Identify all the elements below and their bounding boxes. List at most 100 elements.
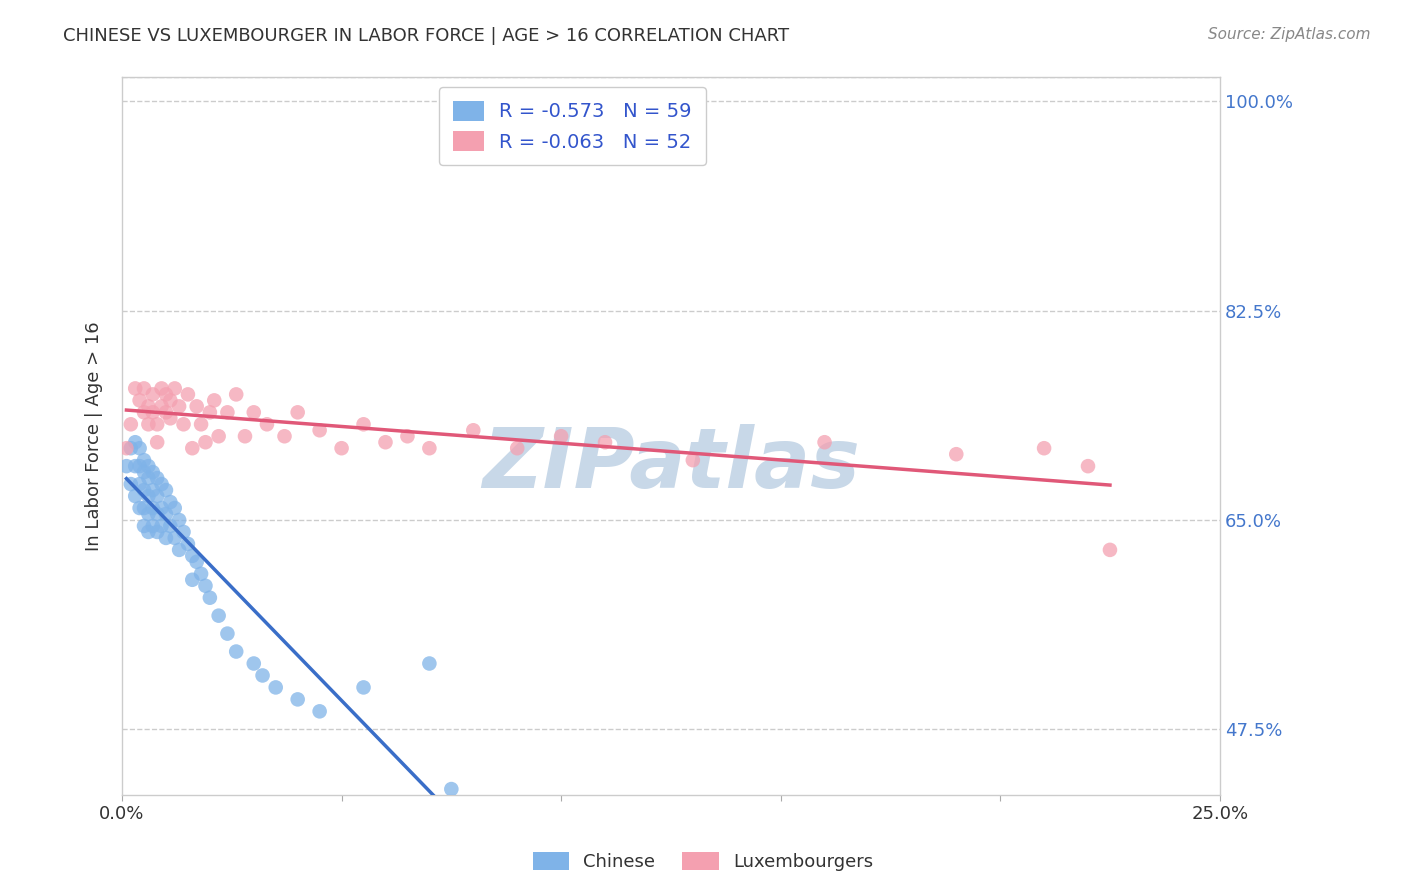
Point	[308, 704, 330, 718]
Point	[264, 681, 287, 695]
Point	[194, 579, 217, 593]
Point	[682, 453, 704, 467]
Point	[198, 405, 221, 419]
Point	[120, 477, 142, 491]
Point	[124, 489, 146, 503]
Point	[217, 626, 239, 640]
Point	[150, 400, 173, 414]
Point	[190, 566, 212, 581]
Point	[150, 519, 173, 533]
Point	[242, 657, 264, 671]
Point	[138, 471, 160, 485]
Legend: R = -0.573   N = 59, R = -0.063   N = 52: R = -0.573 N = 59, R = -0.063 N = 52	[439, 87, 706, 165]
Point	[120, 441, 142, 455]
Point	[173, 417, 195, 432]
Point	[506, 441, 529, 455]
Point	[138, 507, 160, 521]
Point	[186, 555, 208, 569]
Point	[190, 417, 212, 432]
Point	[155, 387, 177, 401]
Point	[142, 405, 165, 419]
Point	[181, 441, 204, 455]
Point	[440, 782, 463, 797]
Point	[1098, 542, 1121, 557]
Point	[418, 657, 440, 671]
Point	[353, 417, 375, 432]
Point	[177, 387, 200, 401]
Point	[142, 501, 165, 516]
Point	[128, 477, 150, 491]
Point	[242, 405, 264, 419]
Point	[167, 542, 190, 557]
Point	[142, 483, 165, 497]
Point	[550, 429, 572, 443]
Point	[593, 435, 616, 450]
Point	[128, 501, 150, 516]
Point	[146, 471, 169, 485]
Point	[146, 524, 169, 539]
Point	[132, 381, 155, 395]
Point	[146, 489, 169, 503]
Point	[142, 519, 165, 533]
Point	[150, 381, 173, 395]
Point	[233, 429, 256, 443]
Point	[225, 387, 247, 401]
Point	[128, 459, 150, 474]
Point	[813, 435, 835, 450]
Point	[202, 393, 225, 408]
Point	[418, 441, 440, 455]
Point	[194, 435, 217, 450]
Point	[167, 400, 190, 414]
Point	[463, 423, 485, 437]
Point	[142, 387, 165, 401]
Text: CHINESE VS LUXEMBOURGER IN LABOR FORCE | AGE > 16 CORRELATION CHART: CHINESE VS LUXEMBOURGER IN LABOR FORCE |…	[63, 27, 789, 45]
Point	[1033, 441, 1056, 455]
Point	[132, 405, 155, 419]
Point	[396, 429, 419, 443]
Point	[155, 405, 177, 419]
Point	[146, 435, 169, 450]
Point	[256, 417, 278, 432]
Point	[132, 453, 155, 467]
Point	[138, 400, 160, 414]
Point	[163, 501, 186, 516]
Point	[146, 507, 169, 521]
Point	[208, 608, 231, 623]
Point	[132, 501, 155, 516]
Point	[150, 501, 173, 516]
Point	[138, 524, 160, 539]
Point	[132, 465, 155, 479]
Point	[181, 549, 204, 563]
Point	[225, 644, 247, 658]
Point	[217, 405, 239, 419]
Point	[138, 459, 160, 474]
Point	[142, 465, 165, 479]
Point	[374, 435, 396, 450]
Point	[155, 531, 177, 545]
Point	[287, 405, 309, 419]
Y-axis label: In Labor Force | Age > 16: In Labor Force | Age > 16	[86, 321, 103, 551]
Point	[252, 668, 274, 682]
Point	[124, 459, 146, 474]
Point	[146, 417, 169, 432]
Point	[138, 489, 160, 503]
Point	[124, 381, 146, 395]
Point	[177, 537, 200, 551]
Point	[208, 429, 231, 443]
Point	[181, 573, 204, 587]
Point	[159, 495, 181, 509]
Point	[132, 519, 155, 533]
Point	[1077, 459, 1099, 474]
Point	[173, 524, 195, 539]
Point	[159, 411, 181, 425]
Point	[159, 393, 181, 408]
Point	[353, 681, 375, 695]
Text: Source: ZipAtlas.com: Source: ZipAtlas.com	[1208, 27, 1371, 42]
Point	[132, 483, 155, 497]
Point	[128, 393, 150, 408]
Point	[120, 417, 142, 432]
Point	[273, 429, 295, 443]
Text: ZIPatlas: ZIPatlas	[482, 425, 860, 506]
Point	[115, 441, 138, 455]
Point	[308, 423, 330, 437]
